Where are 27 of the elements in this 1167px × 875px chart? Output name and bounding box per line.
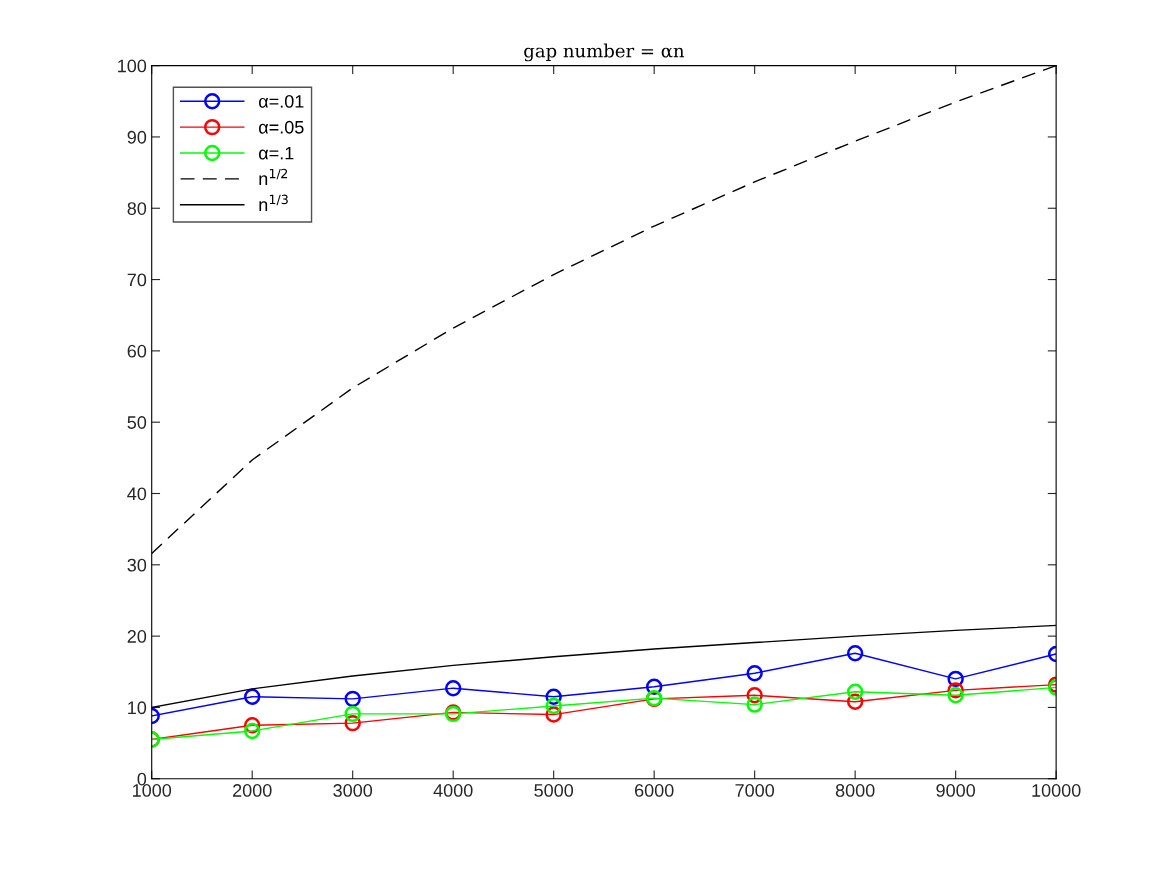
y-tick-label: 50 (127, 416, 147, 429)
x-tick-label: 5000 (534, 784, 574, 797)
x-tick-label: 8000 (835, 784, 875, 797)
y-tick-label: 30 (127, 558, 147, 572)
y-tick-label: 10 (128, 701, 147, 715)
x-tick-label: 10000 (1032, 784, 1081, 797)
x-tick-label: 6000 (635, 784, 674, 797)
y-tick-label: 100 (118, 59, 147, 73)
x-tick-label: 7000 (735, 784, 775, 797)
y-tick-label: 20 (127, 630, 147, 643)
x-tick-label: 9000 (936, 784, 976, 797)
y-tick-label: 60 (127, 344, 147, 358)
y-tick-label: 40 (127, 487, 147, 501)
y-tick-label: 90 (127, 130, 147, 144)
legend-label: α=.01 (259, 94, 304, 108)
legend-label: n$^{1/2}$ (259, 168, 288, 186)
y-tick-label: 80 (127, 202, 147, 215)
x-tick-label: 2000 (233, 784, 272, 797)
chart-title: gap number = αn (524, 43, 685, 62)
x-tick-label: 1000 (133, 784, 172, 797)
y-tick-label: 0 (137, 772, 147, 786)
y-tick-label: 70 (127, 273, 147, 287)
x-tick-label: 3000 (333, 784, 373, 797)
x-tick-label: 4000 (433, 784, 473, 797)
legend-label: α=.1 (259, 146, 294, 160)
legend-label: α=.05 (259, 120, 304, 134)
legend-label: n$^{1/3}$ (259, 194, 288, 211)
